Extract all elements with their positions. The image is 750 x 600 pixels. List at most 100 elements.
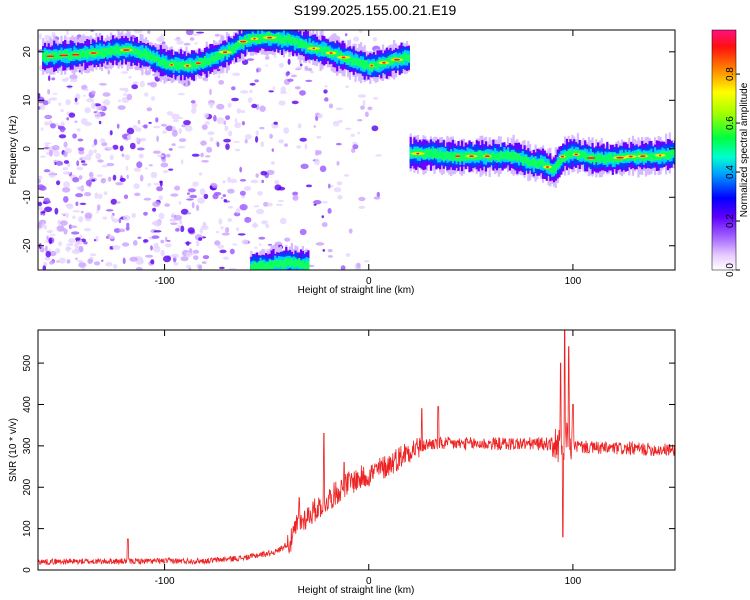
ridge-cell [282,35,285,44]
noise-cell [91,179,96,182]
noise-cell [158,195,163,201]
noise-cell [273,121,278,125]
noise-cell [205,155,211,158]
ridge-hotspot [574,153,578,156]
noise-cell [304,143,308,150]
noise-cell [234,122,242,129]
noise-cell [101,142,108,147]
ridge-cell [43,52,47,63]
ridge-hotspot [659,154,662,157]
noise-cell [189,194,198,199]
ridge-cell [439,149,442,159]
noise-cell [314,158,320,166]
noise-cell [313,125,316,128]
ridge-cell [134,48,137,55]
ridge-cell [293,37,296,46]
noise-cell [239,179,247,182]
ridge-cell [265,263,268,270]
noise-cell [38,179,41,184]
noise-cell [50,123,56,129]
noise-cell [186,212,192,215]
noise-cell [48,171,56,178]
ridge-cell [207,58,210,66]
noise-cell [180,225,185,233]
noise-cell [139,137,147,142]
ridge-hotspot [59,54,69,57]
snr-frame [37,329,676,571]
ridge-cell [345,56,348,63]
noise-cell [199,188,206,196]
ridge-cell [409,149,412,157]
noise-cell [119,87,127,91]
noise-cell [102,216,108,220]
noise-cell [118,228,126,233]
noise-cell [362,99,366,107]
noise-cell [178,127,182,135]
noise-cell [74,101,80,105]
noise-cell [58,102,62,106]
noise-cell [283,127,290,134]
noise-cell [317,150,322,155]
noise-cell [192,181,199,187]
noise-cell [91,144,96,148]
noise-cell [94,112,102,119]
noise-cell [137,119,141,125]
ridge-cell [254,261,257,270]
noise-cell [343,174,350,177]
x-tick-label: 0 [366,276,372,287]
y-tick-label: -10 [22,190,33,205]
noise-cell [318,113,322,119]
noise-cell [125,226,130,231]
ridge-hotspot [195,62,201,65]
noise-cell [84,107,91,114]
ridge-cell [102,48,105,59]
noise-cell [201,160,210,163]
noise-cell [168,148,173,151]
noise-cell [352,144,359,150]
ridge-cell [148,51,151,60]
noise-cell [152,150,161,154]
ridge-cell [117,46,120,56]
noise-cell [62,167,69,171]
ridge-cell [154,56,157,63]
noise-cell [324,85,328,88]
ridge-cell [284,35,287,45]
noise-cell [171,130,178,137]
ridge-cell [132,47,135,54]
noise-cell [159,180,163,187]
noise-cell [235,208,241,214]
noise-cell [292,191,298,196]
ridge-cell [336,49,339,58]
noise-cell [40,211,46,214]
ridge-cell [303,263,306,270]
ridge-cell [562,153,565,163]
noise-cell [113,228,121,233]
ridge-cell [315,46,319,54]
ridge-cell [259,260,262,270]
noise-cell [244,139,248,144]
noise-cell [155,117,159,123]
noise-cell [215,231,220,234]
noise-cell [112,245,121,250]
noise-cell [191,102,198,109]
noise-cell [61,127,66,131]
noise-cell [153,182,161,186]
ridge-cell [499,150,502,159]
noise-cell [133,167,141,172]
noise-cell [57,219,61,226]
noise-cell [296,66,303,69]
noise-cell [65,203,73,207]
noise-cell [66,259,71,264]
noise-cell [166,111,174,116]
ridge-cell [479,151,482,160]
noise-cell [236,108,242,114]
noise-cell [88,149,94,156]
ridge-cell [277,260,281,268]
ridge-hotspot [253,37,256,40]
noise-cell [191,107,197,114]
noise-cell [271,161,275,165]
noise-cell [265,223,270,229]
noise-cell [96,204,101,211]
noise-cell [305,184,313,188]
